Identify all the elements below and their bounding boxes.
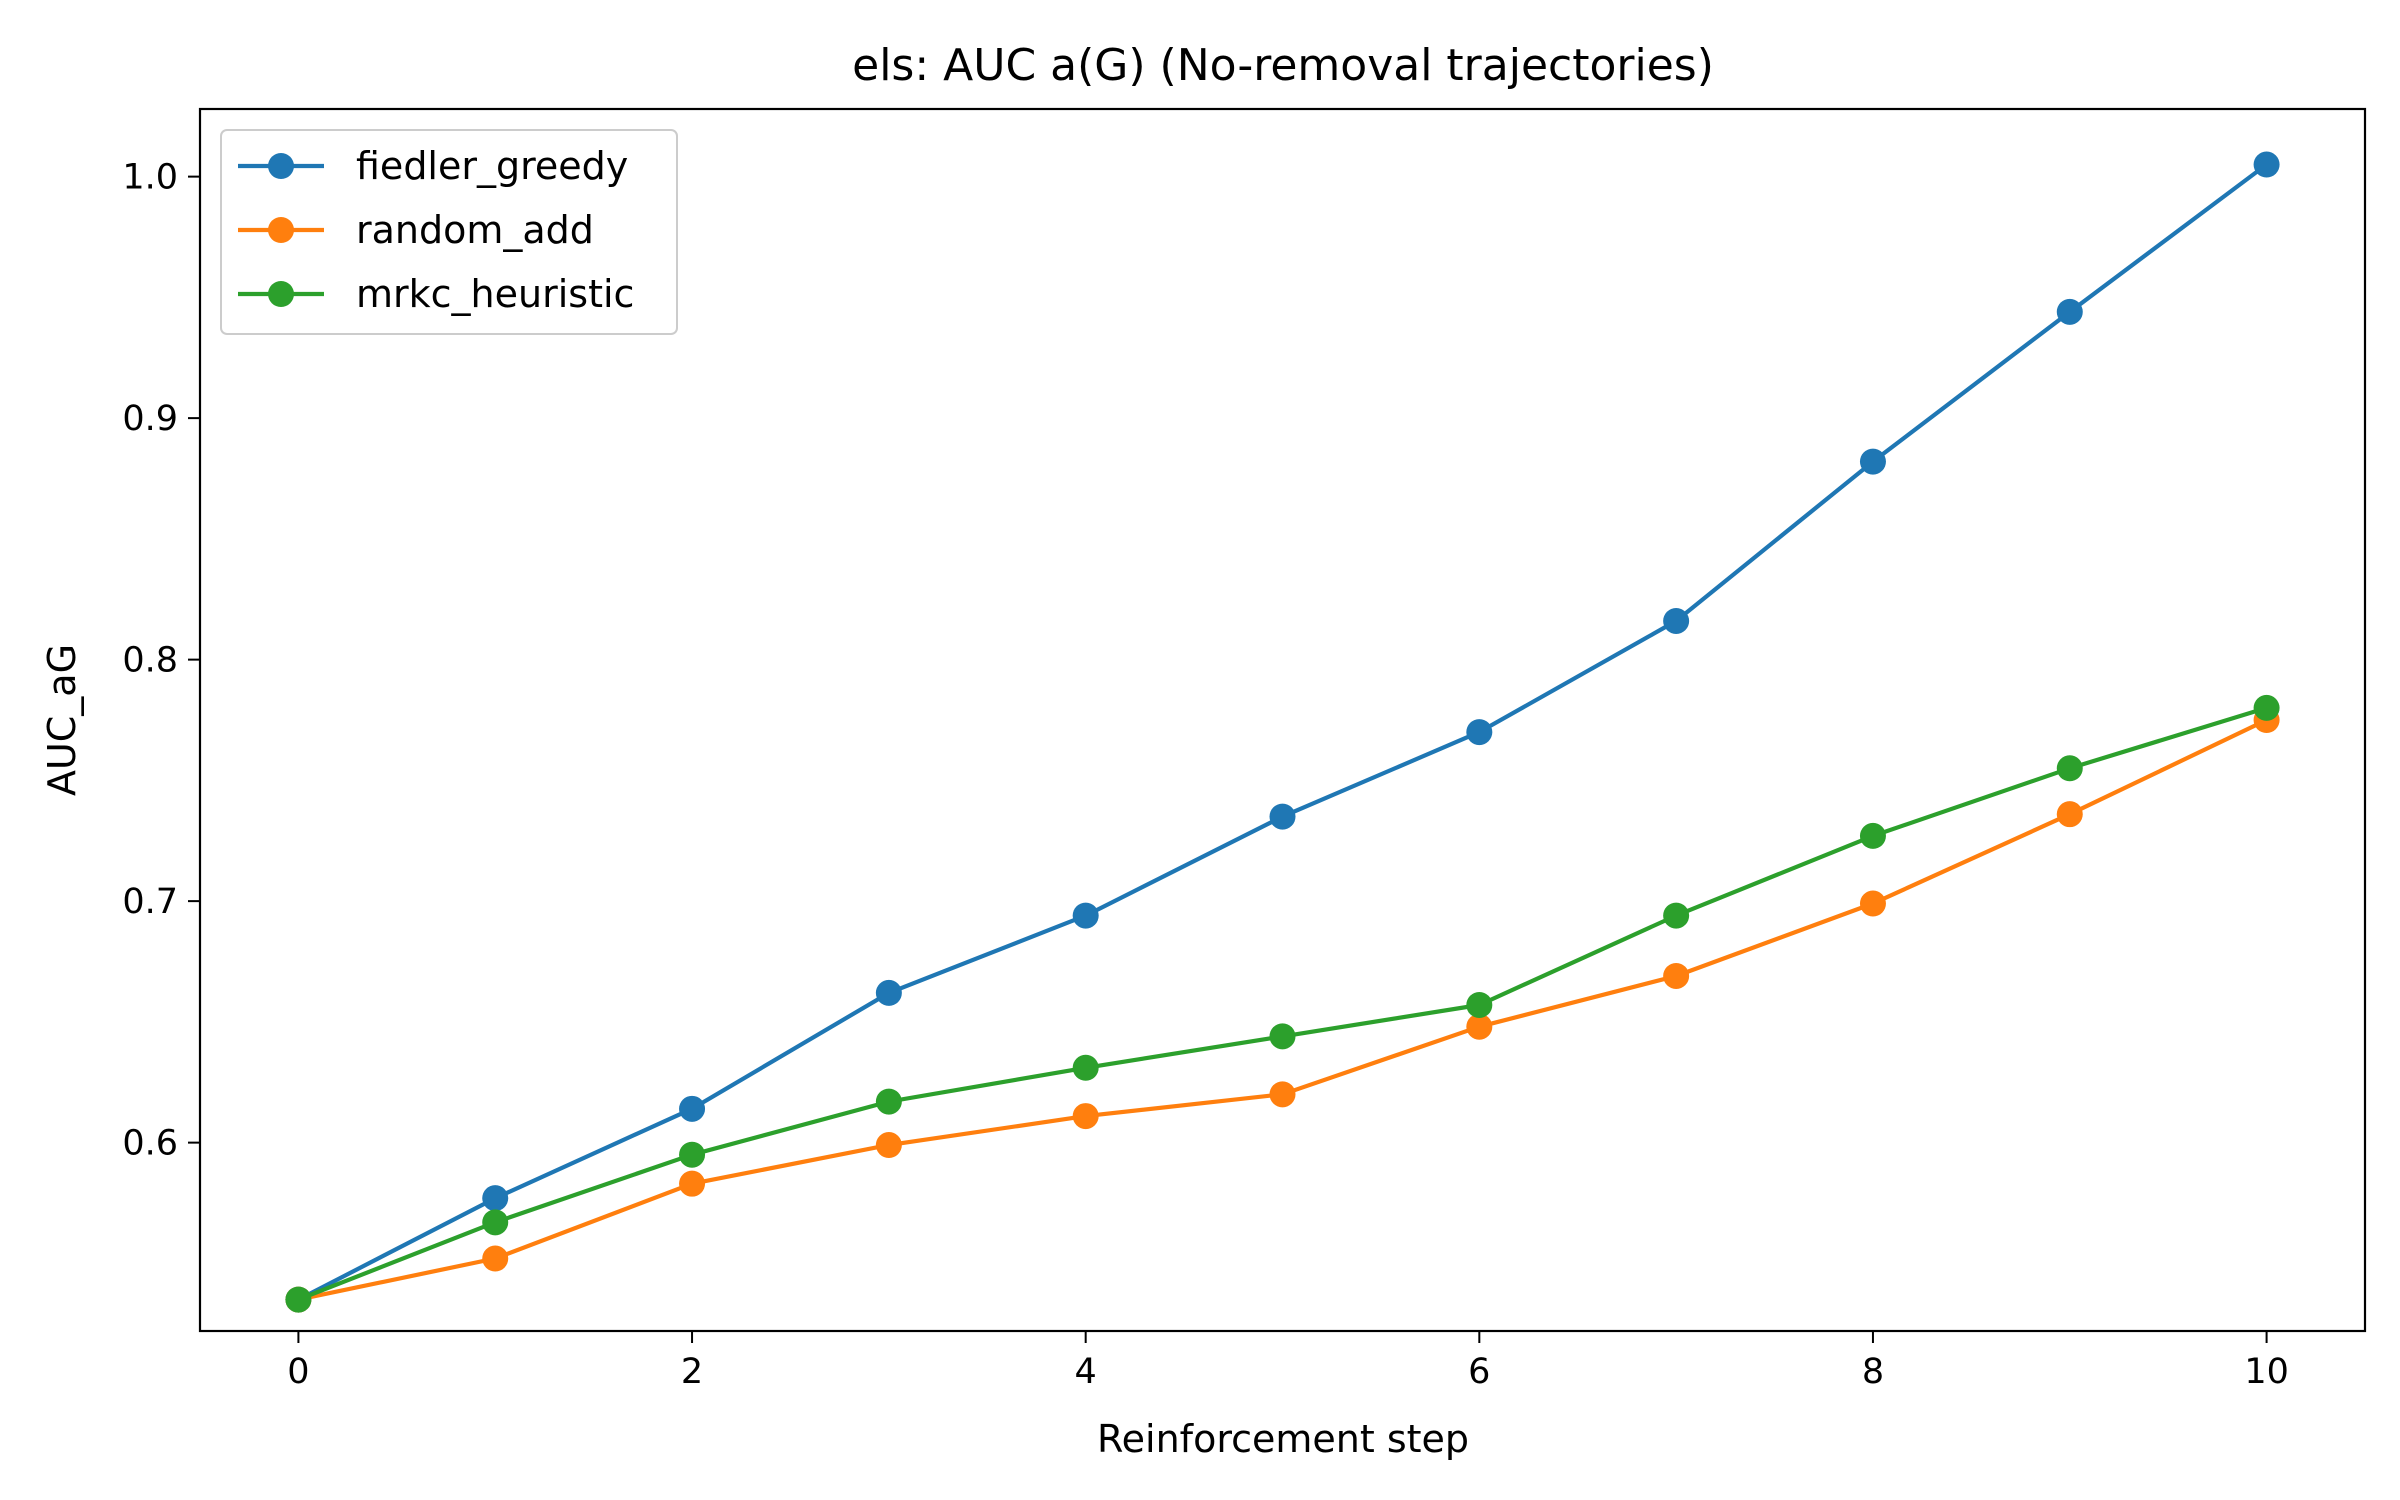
data-point bbox=[1859, 822, 1886, 849]
plot-area bbox=[285, 151, 2280, 1313]
x-tick-label: 8 bbox=[1862, 1352, 1884, 1392]
legend-marker bbox=[268, 281, 294, 307]
legend: fiedler_greedy random_add mrkc_heuristic bbox=[220, 129, 678, 335]
data-point bbox=[1859, 448, 1886, 475]
x-axis: 0 2 4 6 8 10 bbox=[287, 1331, 2289, 1392]
data-point bbox=[2056, 298, 2083, 325]
legend-box bbox=[220, 129, 678, 335]
data-point bbox=[1466, 1013, 1493, 1040]
data-point bbox=[2253, 151, 2280, 178]
x-axis-label: Reinforcement step bbox=[1097, 1417, 1469, 1461]
y-axis-label: AUC_aG bbox=[40, 644, 84, 796]
data-point bbox=[285, 1286, 312, 1313]
data-point bbox=[1072, 902, 1099, 929]
legend-label: random_add bbox=[356, 208, 594, 252]
data-point bbox=[482, 1185, 509, 1212]
y-tick-label: 1.0 bbox=[122, 158, 178, 198]
data-point bbox=[2056, 755, 2083, 782]
data-point bbox=[2056, 801, 2083, 828]
plot-frame bbox=[198, 107, 2367, 1333]
series-mrkc_heuristic bbox=[285, 694, 2280, 1313]
y-tick-label: 0.6 bbox=[122, 1124, 178, 1164]
data-point bbox=[2253, 694, 2280, 721]
data-point bbox=[1072, 1054, 1099, 1081]
legend-marker bbox=[268, 153, 294, 179]
data-point bbox=[1466, 719, 1493, 746]
data-point bbox=[875, 979, 902, 1006]
x-tick-label: 0 bbox=[287, 1352, 309, 1392]
data-point bbox=[1859, 890, 1886, 917]
data-point bbox=[1663, 962, 1690, 989]
data-point bbox=[1269, 1081, 1296, 1108]
y-tick-label: 0.8 bbox=[122, 641, 178, 681]
legend-label: mrkc_heuristic bbox=[356, 272, 634, 316]
data-point bbox=[1269, 1023, 1296, 1050]
data-point bbox=[679, 1095, 706, 1122]
data-point bbox=[875, 1132, 902, 1159]
legend-label: fiedler_greedy bbox=[356, 144, 628, 188]
data-point bbox=[1466, 991, 1493, 1018]
x-tick-label: 6 bbox=[1468, 1352, 1490, 1392]
data-point bbox=[482, 1245, 509, 1272]
data-point bbox=[1072, 1103, 1099, 1130]
x-tick-label: 10 bbox=[2244, 1352, 2289, 1392]
data-point bbox=[1663, 902, 1690, 929]
y-axis: 0.6 0.7 0.8 0.9 1.0 bbox=[122, 158, 200, 1164]
data-point bbox=[679, 1141, 706, 1168]
y-tick-label: 0.7 bbox=[122, 882, 178, 922]
data-point bbox=[875, 1088, 902, 1115]
data-point bbox=[679, 1170, 706, 1197]
chart-title: els: AUC a(G) (No-removal trajectories) bbox=[852, 40, 1714, 91]
legend-marker bbox=[268, 217, 294, 243]
y-tick-label: 0.9 bbox=[122, 399, 178, 439]
data-point bbox=[1663, 607, 1690, 634]
data-point bbox=[1269, 803, 1296, 830]
x-tick-label: 2 bbox=[681, 1352, 703, 1392]
x-tick-label: 4 bbox=[1075, 1352, 1097, 1392]
data-point bbox=[482, 1209, 509, 1236]
